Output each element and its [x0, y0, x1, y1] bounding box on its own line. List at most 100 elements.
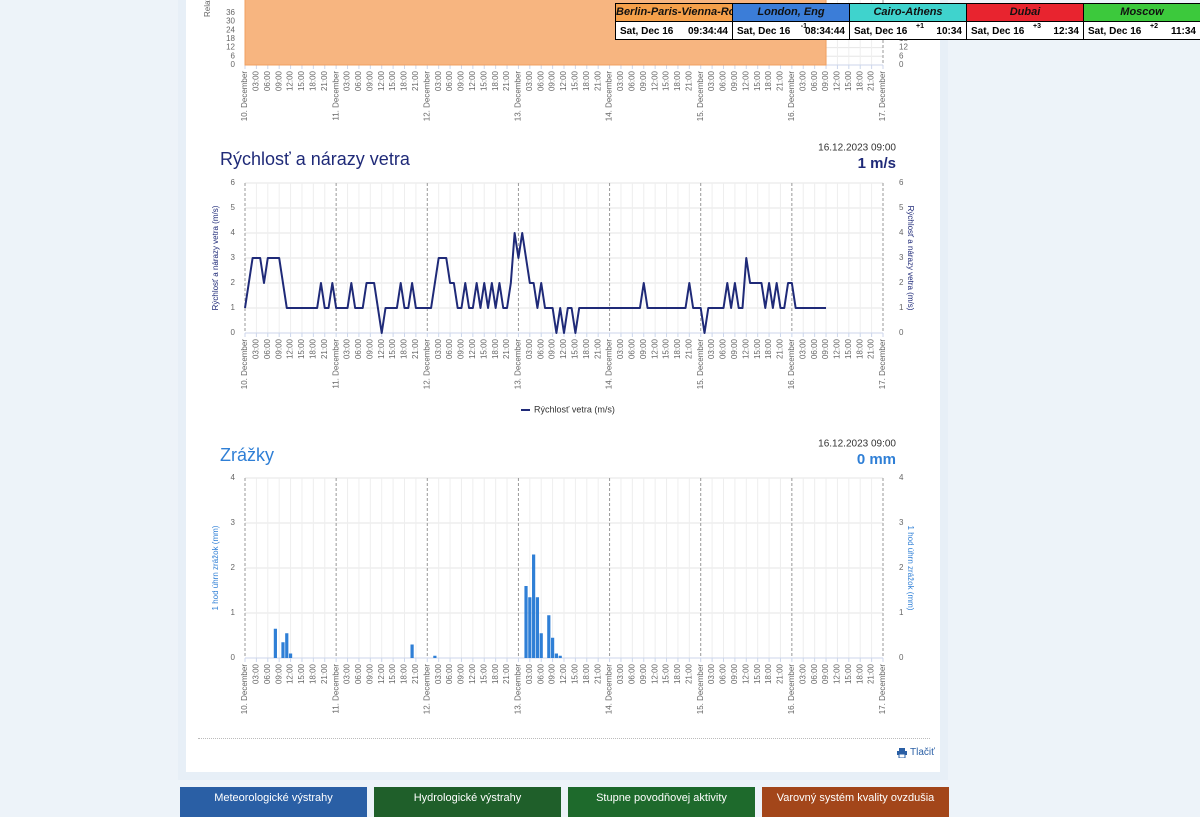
charts: 00661212181824243030363610. December03:0… [203, 0, 915, 715]
x-tick-label: 03:00 [525, 663, 534, 684]
y-axis-label: Rýchlosť a nárazy vetra (m/s) [211, 205, 220, 310]
x-tick-label: 15:00 [571, 663, 580, 684]
clock-row: Sat, Dec 16 +1 10:34 [850, 22, 966, 39]
print-label[interactable]: Tlačiť [910, 747, 935, 758]
x-tick-label: 03:00 [252, 663, 261, 684]
x-tick-label: 21:00 [867, 70, 876, 91]
x-tick-label: 15:00 [662, 338, 671, 359]
x-tick-label: 11. December [331, 71, 340, 121]
print-link[interactable]: Tlačiť [897, 747, 935, 758]
y2-tick-label: 0 [899, 328, 904, 337]
timestamp: 16.12.2023 09:00 [818, 439, 896, 450]
nav-button[interactable]: Meteorologické výstrahy [180, 787, 367, 817]
nav-button[interactable]: Varovný systém kvality ovzdušia [762, 787, 949, 817]
bar [524, 586, 528, 658]
x-tick-label: 16. December [787, 664, 796, 715]
x-tick-label: 18:00 [673, 338, 682, 359]
x-tick-label: 06:00 [627, 70, 636, 91]
x-tick-label: 03:00 [343, 338, 352, 359]
y-tick-label: 1 [231, 303, 236, 312]
x-tick-label: 18:00 [673, 70, 682, 91]
x-tick-label: 03:00 [616, 70, 625, 91]
clock: Berlin-Paris-Vienna-Roma Sat, Dec 16 09:34… [615, 3, 732, 40]
x-tick-label: 21:00 [593, 70, 602, 91]
x-tick-label: 21:00 [320, 70, 329, 91]
x-tick-label: 18:00 [582, 663, 591, 684]
x-tick-label: 21:00 [776, 663, 785, 684]
x-tick-label: 21:00 [502, 70, 511, 91]
y-tick-label: 0 [231, 328, 236, 337]
x-tick-label: 18:00 [491, 663, 500, 684]
x-tick-label: 16. December [787, 71, 796, 122]
x-tick-label: 18:00 [673, 663, 682, 684]
nav-button[interactable]: Hydrologické výstrahy [374, 787, 561, 817]
y-axis-label: 1 hod úhrn zrážok (mm) [211, 525, 220, 610]
x-tick-label: 13. December [514, 71, 523, 122]
x-tick-label: 03:00 [616, 338, 625, 359]
y2-tick-label: 5 [899, 203, 904, 212]
x-tick-label: 03:00 [707, 338, 716, 359]
line [244, 232, 827, 334]
x-tick-label: 18:00 [400, 70, 409, 91]
x-tick-label: 12. December [422, 664, 431, 715]
x-tick-label: 03:00 [525, 338, 534, 359]
x-tick-label: 15:00 [662, 663, 671, 684]
x-tick-label: 12. December [422, 339, 431, 390]
x-tick-label: 15:00 [662, 70, 671, 91]
clock-date: Sat, Dec 16 [971, 26, 1025, 37]
x-tick-label: 21:00 [684, 663, 693, 684]
x-tick-label: 18:00 [764, 338, 773, 359]
x-tick-label: 09:00 [639, 338, 648, 359]
x-tick-label: 06:00 [810, 663, 819, 684]
x-tick-label: 21:00 [320, 663, 329, 684]
x-tick-label: 15:00 [571, 70, 580, 91]
x-tick-label: 15. December [696, 339, 705, 390]
x-tick-label: 12:00 [468, 338, 477, 359]
x-tick-label: 06:00 [354, 338, 363, 359]
chart-title: Zrážky [220, 445, 274, 465]
x-tick-label: 06:00 [263, 70, 272, 91]
nav-button[interactable]: Stupne povodňovej aktivity [568, 787, 755, 817]
clock-offset: +1 [916, 23, 924, 30]
x-tick-label: 12:00 [833, 663, 842, 684]
bar [288, 653, 293, 658]
bar [410, 644, 414, 658]
x-tick-label: 15:00 [753, 70, 762, 91]
clock-row: Sat, Dec 16 09:34:44 [616, 22, 732, 39]
x-tick-label: 12:00 [559, 663, 568, 684]
x-tick-label: 15:00 [479, 70, 488, 91]
x-tick-label: 18:00 [764, 663, 773, 684]
x-tick-label: 06:00 [263, 663, 272, 684]
x-tick-label: 18:00 [855, 663, 864, 684]
x-tick-label: 21:00 [684, 70, 693, 91]
x-tick-label: 06:00 [354, 70, 363, 91]
x-tick-label: 15:00 [388, 70, 397, 91]
x-tick-label: 09:00 [548, 663, 557, 684]
x-tick-label: 06:00 [536, 70, 545, 91]
x-tick-label: 09:00 [274, 70, 283, 91]
y2-tick-label: 3 [899, 253, 904, 262]
x-tick-label: 03:00 [343, 70, 352, 91]
y2-tick-label: 2 [899, 563, 904, 572]
clock-time: 12:34 [1053, 26, 1079, 37]
y2-tick-label: 1 [899, 303, 904, 312]
clock-time: 08:34:44 [804, 26, 845, 37]
x-tick-label: 18:00 [308, 70, 317, 91]
x-tick-label: 03:00 [434, 338, 443, 359]
clock: Cairo-Athens Sat, Dec 16 +1 10:34 [849, 3, 966, 40]
x-tick-label: 03:00 [798, 70, 807, 91]
clock-offset: +2 [1150, 23, 1158, 30]
x-tick-label: 12:00 [741, 338, 750, 359]
x-tick-label: 06:00 [445, 338, 454, 359]
x-tick-label: 09:00 [548, 338, 557, 359]
bar [535, 597, 540, 658]
nav-buttons: Meteorologické výstrahy Hydrologické výst… [180, 787, 949, 817]
x-tick-label: 15. December [696, 664, 705, 715]
y2-tick-label: 3 [899, 518, 904, 527]
x-tick-label: 18:00 [582, 70, 591, 91]
bar [551, 637, 555, 658]
x-tick-label: 21:00 [411, 70, 420, 91]
x-tick-label: 12:00 [286, 70, 295, 91]
print-icon [897, 747, 907, 758]
x-tick-label: 09:00 [365, 338, 374, 359]
